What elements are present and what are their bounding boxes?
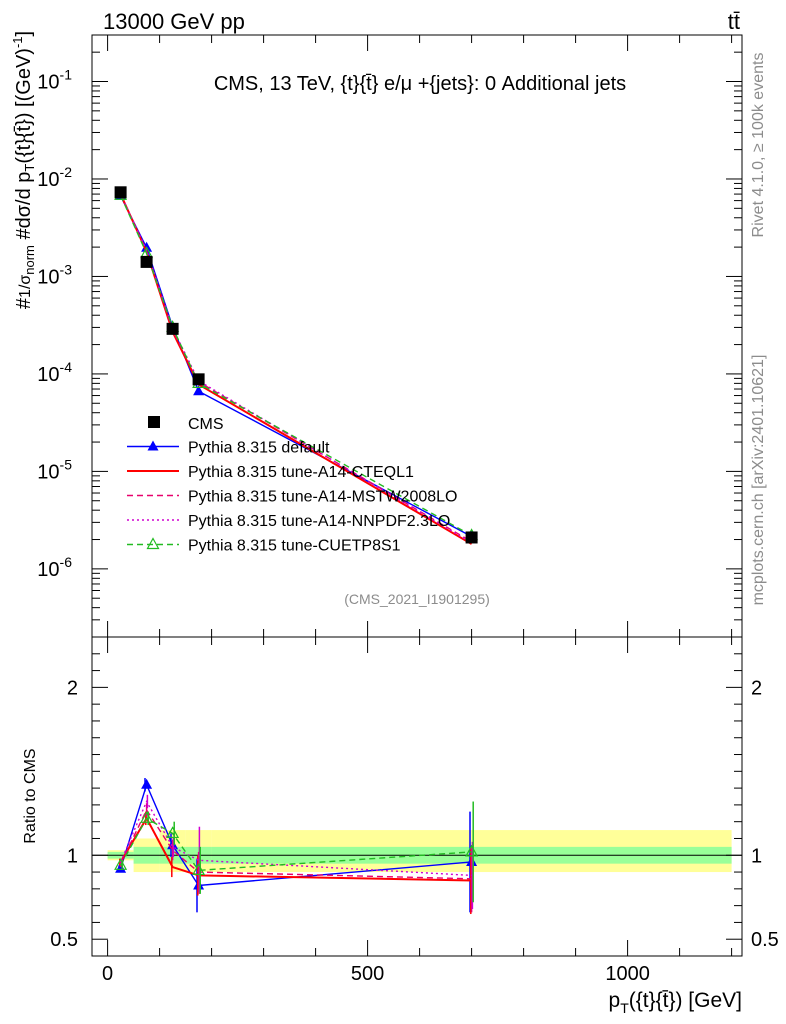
analysis-id-label: (CMS_2021_I1901295) xyxy=(344,591,490,607)
ratio-tick-label: 1 xyxy=(67,845,78,867)
header-process-label: tt̄ xyxy=(728,9,740,34)
mcplots-label: mcplots.cern.ch [arXiv:2401.10621] xyxy=(750,355,767,606)
series-line-ratio xyxy=(119,817,472,872)
y-tick-label: 10-2 xyxy=(37,164,72,191)
legend-swatch-marker xyxy=(147,440,159,451)
ratio-tick-label: 2 xyxy=(67,677,78,699)
header-energy-label: 13000 GeV pp xyxy=(103,9,245,34)
legend-label: Pythia 8.315 tune-A14-NNPDF2.3LO xyxy=(188,513,450,530)
y-tick-label: 10-3 xyxy=(37,261,72,288)
svg-text:#1/σnorm #dσ/d pT({t}{t̄}) [(G: #1/σnorm #dσ/d pT({t}{t̄}) [(GeV)-1] xyxy=(10,31,37,309)
series-point-ratio xyxy=(115,862,127,873)
series-line-main xyxy=(119,195,472,538)
data-point xyxy=(465,531,478,544)
data-point xyxy=(140,255,153,268)
ratio-y-axis-label: Ratio to CMS xyxy=(22,748,39,843)
x-axis-label: pT({t}{t̄}) [GeV] xyxy=(609,989,742,1016)
ratio-tick-label-right: 2 xyxy=(751,677,762,699)
x-tick-label: 500 xyxy=(351,963,384,985)
series-line-ratio xyxy=(119,808,472,880)
legend-label: Pythia 8.315 default xyxy=(188,440,330,457)
data-point xyxy=(192,373,205,386)
ratio-tick-label-right: 1 xyxy=(751,845,762,867)
series-line-ratio xyxy=(119,816,472,882)
legend-swatch-marker xyxy=(146,537,160,550)
x-tick-label: 1000 xyxy=(605,963,650,985)
data-point xyxy=(114,186,127,199)
legend-label: Pythia 8.315 tune-A14-CTEQL1 xyxy=(188,464,414,481)
series-point-ratio xyxy=(192,863,206,875)
series-point-ratio xyxy=(140,811,154,823)
series-point-ratio xyxy=(141,778,153,789)
main-y-axis-label: #1/σnorm #dσ/d pT({t}{t̄}) [(GeV)-1] xyxy=(10,31,37,309)
series-point-ratio xyxy=(114,858,128,870)
series-line-main xyxy=(119,195,472,537)
series-line-main xyxy=(119,193,472,544)
legend-label: Pythia 8.315 tune-A14-MSTW2008LO xyxy=(188,489,457,506)
y-tick-label: 10-1 xyxy=(37,67,72,94)
ratio-plot-frame xyxy=(91,636,743,957)
legend-swatch-data xyxy=(148,416,160,428)
series-point-main xyxy=(193,385,205,396)
ratio-tick-label: 0.5 xyxy=(50,929,78,951)
svg-text:pT({t}{t̄}) [GeV]: pT({t}{t̄}) [GeV] xyxy=(609,989,742,1016)
series-point-ratio xyxy=(465,844,479,857)
ratio-tick-label-right: 0.5 xyxy=(751,929,779,951)
data-point xyxy=(166,322,179,335)
x-tick-label: 0 xyxy=(102,963,113,985)
y-tick-label: 10-4 xyxy=(37,359,72,386)
legend-label-data: CMS xyxy=(188,416,224,433)
rivet-version-label: Rivet 4.1.0, ≥ 100k events xyxy=(750,53,767,238)
chart-title: CMS, 13 TeV, {t}{t̄} e/μ +{jets}: 0 Addi… xyxy=(214,73,626,95)
y-tick-label: 10-6 xyxy=(37,554,72,581)
legend-label: Pythia 8.315 tune-CUETP8S1 xyxy=(188,538,401,555)
y-tick-label: 10-5 xyxy=(37,456,72,483)
series-point-ratio xyxy=(166,826,180,839)
